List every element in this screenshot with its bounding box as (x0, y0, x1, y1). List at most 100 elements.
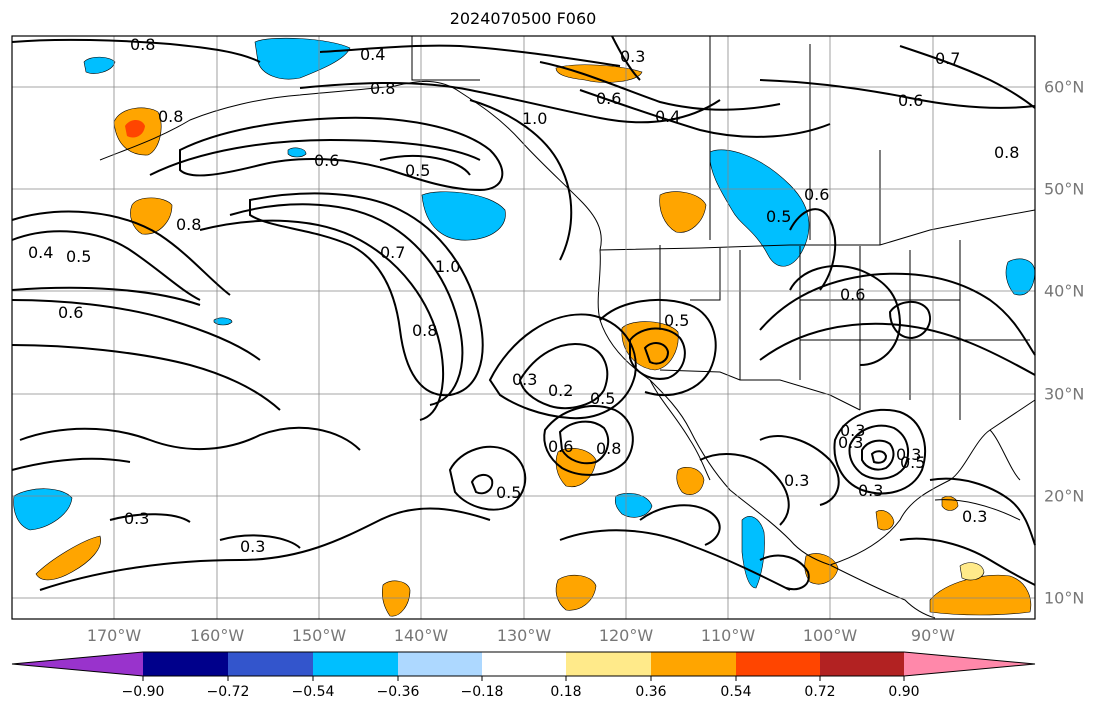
colorbar-segment (736, 652, 820, 676)
shade-blue-bering-north (254, 37, 351, 80)
border-canada-prov (709, 36, 881, 245)
contour-labels: 0.8 0.4 0.3 0.7 0.8 0.6 0.4 0.6 0.8 1.0 … (28, 35, 1019, 556)
shade-orange-baja (555, 447, 597, 488)
contour-central-s3 (759, 554, 810, 591)
shade-orange-mexico (676, 467, 705, 495)
contour-label: 1.0 (435, 257, 460, 276)
contour-label: 0.8 (412, 321, 437, 340)
colorbar-segment (482, 652, 566, 676)
contour-label: 0.4 (655, 107, 680, 126)
contour-ca-outer (599, 299, 717, 396)
contour-08-ring (558, 420, 610, 465)
lat-tick-label: 10°N (1044, 588, 1085, 608)
shade-blue-rockies (709, 149, 810, 267)
contour-big-loop-3 (199, 219, 444, 421)
contour-label: 0.6 (898, 91, 923, 110)
contour-label: 0.3 (124, 509, 149, 528)
shade-orange-gulf-mexico (875, 510, 895, 531)
coast-gulf (829, 399, 1036, 566)
contour-05-sw (448, 445, 527, 511)
shade-red-bering (125, 120, 145, 138)
shaded-fields (13, 37, 1036, 617)
colorbar-label: −0.36 (376, 684, 420, 700)
colorbar-segment (566, 652, 651, 676)
contour-04-top (319, 44, 621, 67)
lat-tick-label: 60°N (1044, 77, 1085, 97)
lon-tick-label: 100°W (802, 626, 858, 645)
contour-label: 0.8 (158, 107, 183, 126)
contour-label: 0.3 (784, 471, 809, 490)
contour-label: 0.5 (900, 453, 925, 472)
coast-cuba (934, 499, 1021, 521)
contour-04-alaska (579, 89, 831, 138)
contour-label: 0.6 (548, 437, 573, 456)
contour-label: 0.6 (314, 151, 339, 170)
colorbar-label: 0.72 (804, 684, 836, 700)
shade-orange-alaska (555, 64, 643, 83)
contour-03-south2 (219, 534, 301, 549)
contour-big-loop-2 (229, 203, 464, 406)
shade-orange-pacific-s2 (555, 574, 597, 611)
contours (11, 35, 1036, 591)
lon-tick-label: 160°W (189, 626, 245, 645)
contour-07-ne (899, 45, 1036, 109)
contour-label: 0.3 (512, 370, 537, 389)
contour-mid-03b (11, 457, 131, 471)
colorbar-segment (651, 652, 736, 676)
contour-central-s (639, 504, 721, 546)
contour-1-ridge (469, 99, 573, 261)
states-central (800, 240, 1030, 420)
lon-tick-label: 90°W (910, 626, 956, 645)
lon-tick-label: 110°W (700, 626, 756, 645)
contour-02-ring (518, 343, 609, 410)
colorbar-label: 0.54 (720, 684, 752, 700)
contour-mid-03 (19, 426, 361, 451)
contour-03-mexico (759, 435, 840, 506)
lat-tick-label: 20°N (1044, 486, 1085, 506)
contour-label: 0.3 (840, 421, 865, 440)
contour-label: 0.3 (962, 507, 987, 526)
colorbar-label: 0.90 (888, 684, 920, 700)
lon-tick-label: 170°W (86, 626, 142, 645)
contour-label: 0.7 (935, 49, 960, 68)
contour-08-arc (299, 82, 721, 124)
contour-west-06c (11, 286, 201, 306)
contour-03-south (109, 513, 191, 523)
contour-label: 0.5 (590, 389, 615, 408)
contour-label: 0.3 (896, 445, 921, 464)
shade-orange-pacific-sw (35, 535, 101, 581)
colorbar-segment (228, 652, 313, 676)
shade-orange-pacific-s (381, 580, 411, 617)
contour-big-loop (249, 192, 484, 397)
contour-03-top (611, 35, 641, 81)
lon-tick-label: 130°W (496, 626, 552, 645)
lat-tick-label: 50°N (1044, 179, 1085, 199)
colorbar-label: −0.54 (291, 684, 335, 700)
contour-label: 0.7 (380, 243, 405, 262)
contour-gulf-ring1 (833, 408, 926, 495)
contour-05-sw-inner (470, 474, 494, 495)
contour-label: 0.8 (130, 35, 155, 54)
contour-west-06b (11, 344, 281, 411)
colorbar-extend-high (904, 652, 1035, 676)
contour-label: 0.5 (66, 247, 91, 266)
contour-06-rockies (789, 208, 837, 291)
shade-blue-pacific-sw (13, 488, 73, 531)
contour-label: 0.3 (240, 537, 265, 556)
contour-label: 0.8 (176, 215, 201, 234)
colorbar (11, 651, 1036, 681)
contour-gulf-ring3 (861, 439, 895, 471)
contour-label: 0.8 (994, 143, 1019, 162)
lat-tick-label: 30°N (1044, 384, 1085, 404)
contour-label: 0.5 (664, 311, 689, 330)
contour-gulf-ring4 (870, 450, 888, 464)
shade-blue-mexico-w (614, 493, 653, 518)
contour-label: 0.6 (840, 285, 865, 304)
colorbar-ticks (142, 676, 905, 681)
contour-south-big (39, 507, 491, 591)
shade-pink-caribbean (959, 562, 985, 581)
contour-ca-loop (629, 327, 686, 380)
shade-blue-small-1 (287, 147, 307, 158)
lat-tick-label: 40°N (1044, 281, 1085, 301)
